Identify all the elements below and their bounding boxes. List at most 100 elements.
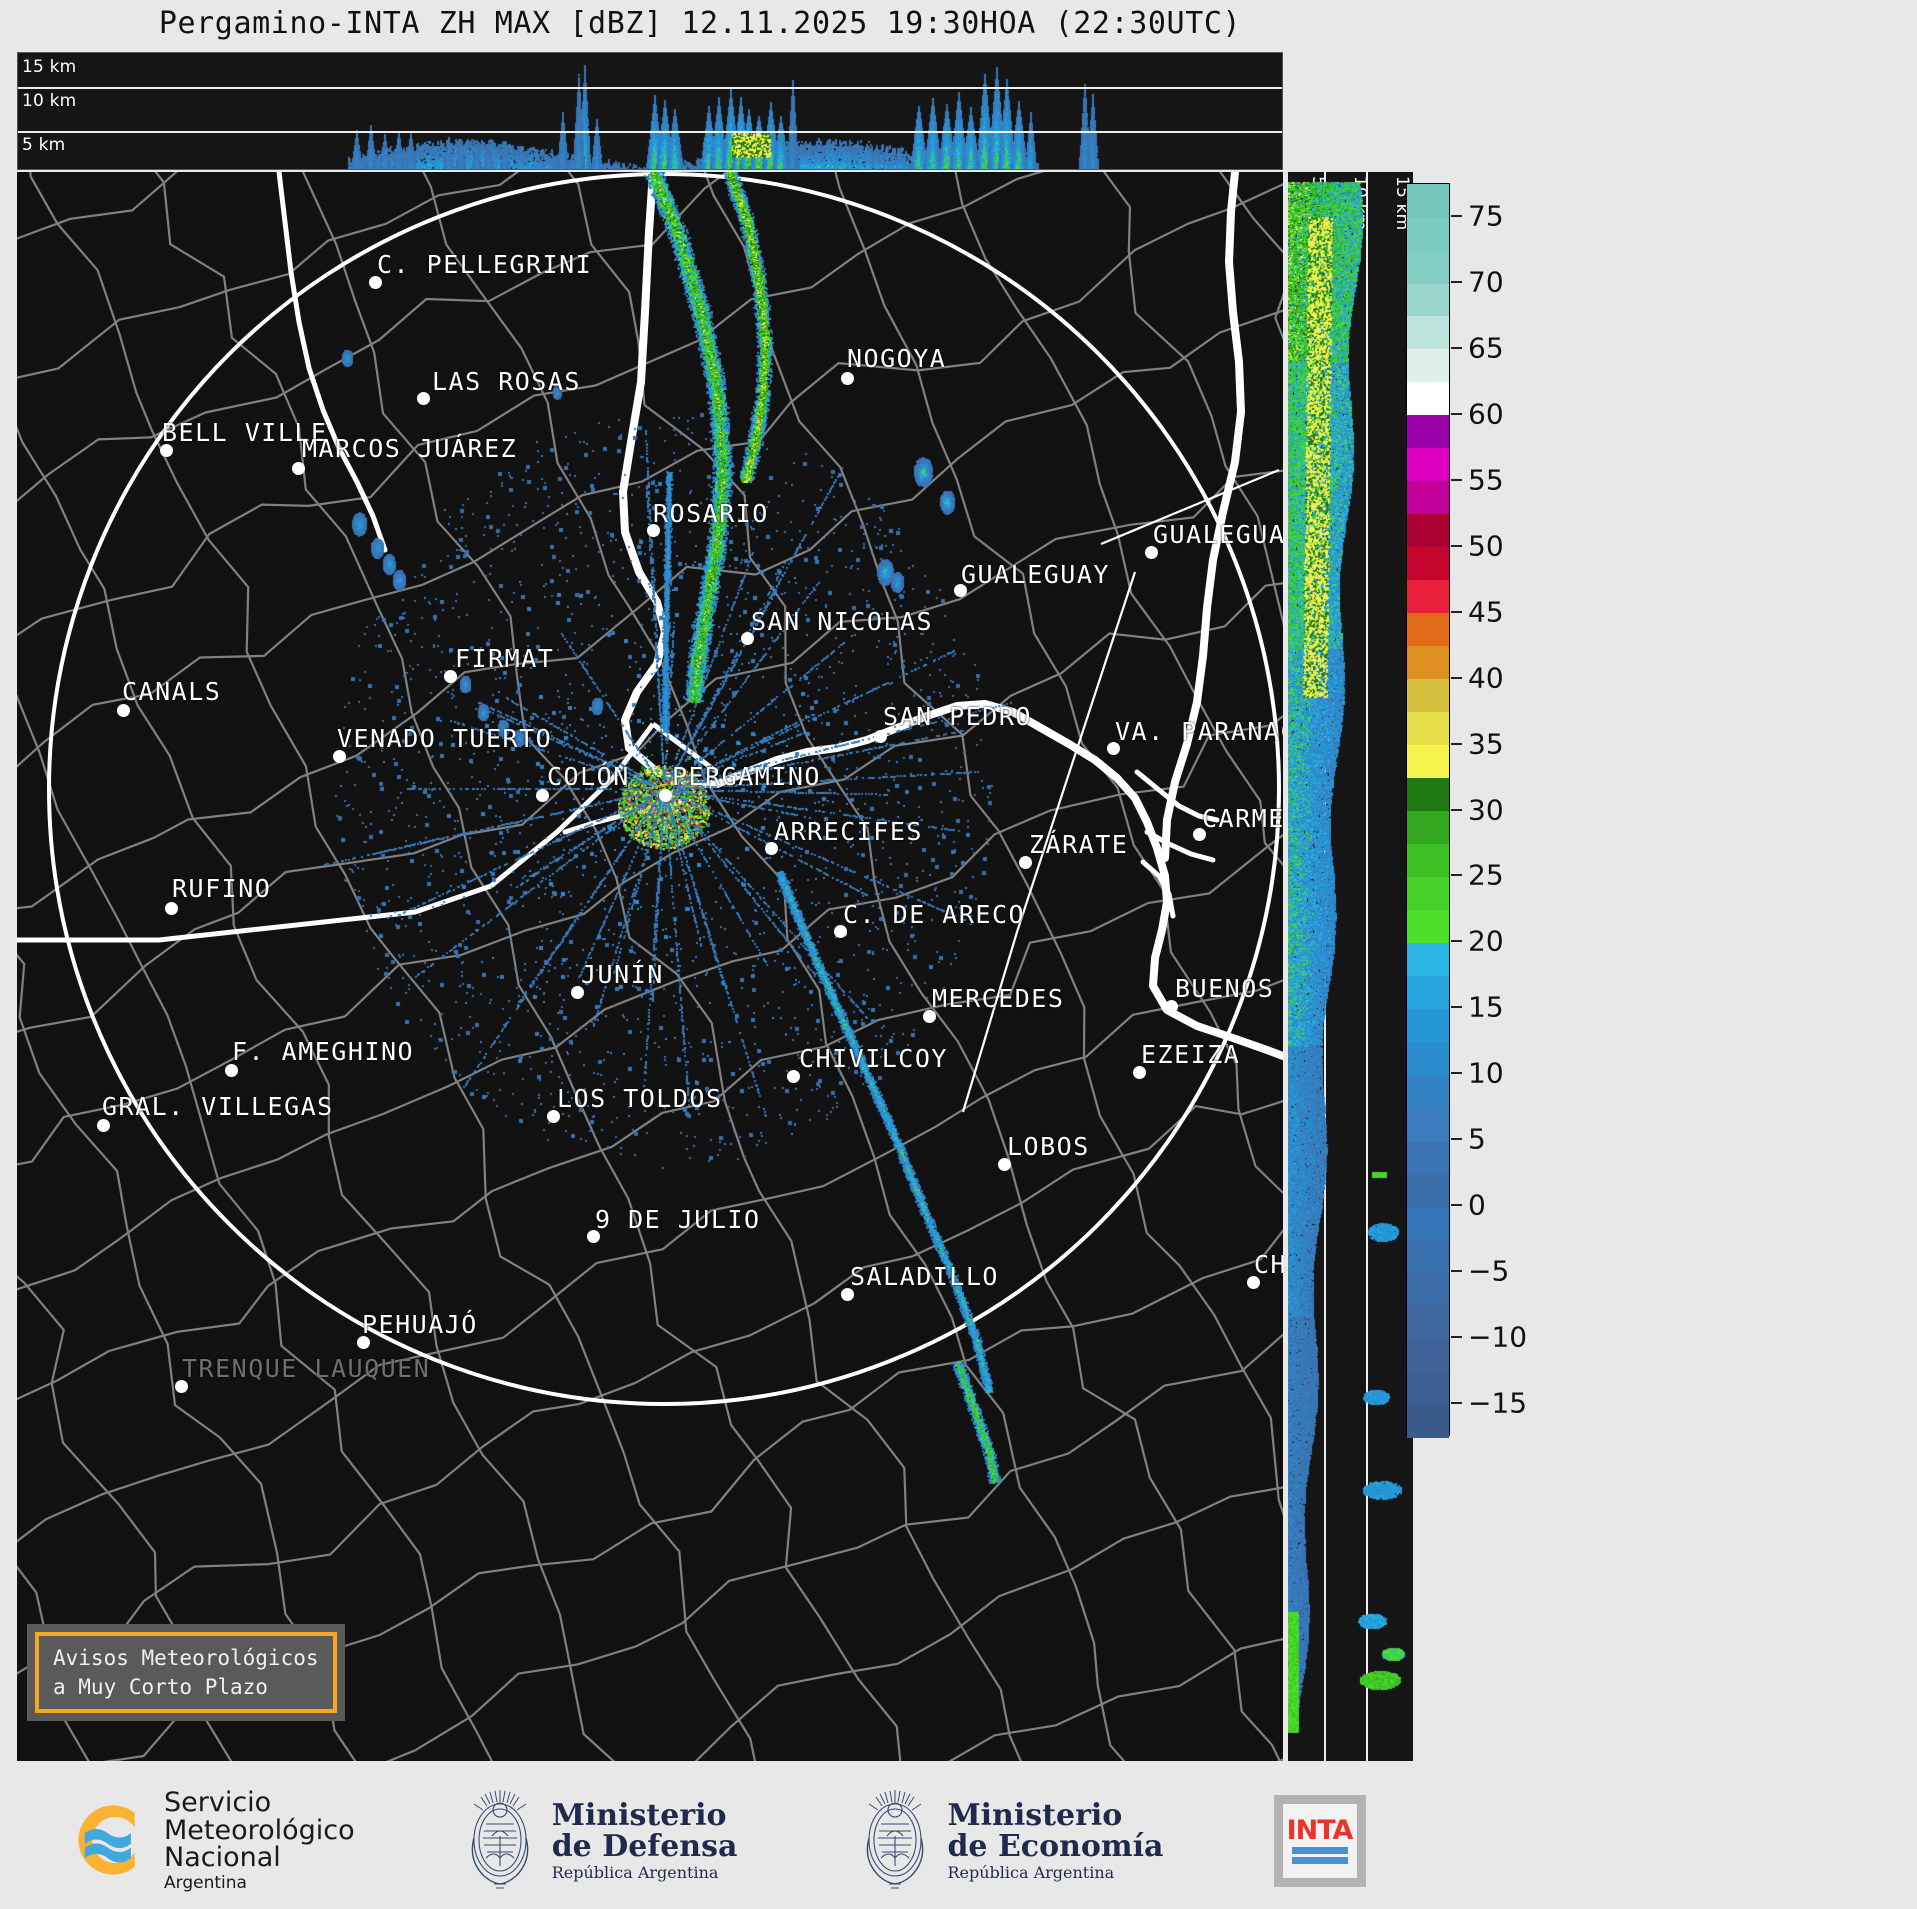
city-label: C. PELLEGRINI: [377, 250, 593, 279]
city-marker-dot: [1165, 1000, 1178, 1013]
smn-emblem-icon: [78, 1805, 135, 1876]
city-marker-dot: [587, 1230, 600, 1243]
colorbar-segment: [1407, 315, 1449, 350]
city-label: COLÓN: [547, 762, 630, 791]
colorbar-segment: [1407, 711, 1449, 746]
city-label: MARCOS JUÁREZ: [302, 434, 518, 463]
colorbar-label: −10: [1468, 1320, 1528, 1354]
city-label: BUENOS AIRES: [1175, 974, 1283, 1003]
colorbar-segment: [1407, 975, 1449, 1009]
city-label: GUALEGUAYCHÚ: [1153, 520, 1283, 549]
colorbar-segment: [1407, 1404, 1449, 1438]
city-marker-dot: [841, 372, 854, 385]
city-label: BELL VILLE: [162, 418, 328, 447]
colorbar-label: 65: [1468, 331, 1504, 365]
colorbar-segment: [1407, 612, 1449, 647]
colorbar-segment: [1407, 513, 1449, 548]
inta-box: INTA: [1273, 1794, 1366, 1887]
city-marker-dot: [765, 842, 778, 855]
radar-echo-layer: [17, 172, 1283, 1761]
height-label-5km: 5 km: [22, 135, 66, 155]
colorbar-segment: [1407, 1041, 1449, 1075]
city-marker-dot: [874, 730, 887, 743]
city-label: JUNÍN: [581, 960, 664, 989]
city-marker-dot: [97, 1119, 110, 1132]
city-label: VENADO TUERTO: [337, 724, 553, 753]
city-marker-dot: [292, 462, 305, 475]
radar-map-panel[interactable]: C. PELLEGRINI LAS ROSAS BELL VILLE MARCOS J…: [17, 172, 1283, 1761]
city-label: LOBOS: [1007, 1132, 1090, 1161]
economia-line-3: República Argentina: [947, 1862, 1115, 1882]
logo-ministerio-de-economia: Ministerio de Economía República Argenti…: [855, 1788, 1164, 1894]
colorbar-segment: [1407, 414, 1449, 449]
city-marker-dot: [417, 392, 430, 405]
colorbar-segment: [1407, 1107, 1449, 1141]
city-marker-dot: [923, 1010, 936, 1023]
city-label: GRAL. VILLEGAS: [102, 1092, 334, 1121]
colorbar-segment: [1407, 546, 1449, 581]
city-label: C. DE ARECO: [843, 900, 1026, 929]
city-label: LOS TOLDOS: [557, 1084, 723, 1113]
colorbar-label: 5: [1468, 1122, 1486, 1156]
city-label: CARMELO: [1202, 804, 1283, 833]
argentina-coat-of-arms-icon: [471, 1789, 529, 1889]
city-marker-dot: [1193, 828, 1206, 841]
colorbar-segment: [1407, 1338, 1449, 1372]
smn-line-3: Nacional: [164, 1842, 281, 1874]
colorbar-gradient: [1406, 183, 1450, 1438]
warning-line-2: a Muy Corto Plazo: [53, 1674, 268, 1699]
city-label: CHASCOMÚS: [1254, 1250, 1283, 1279]
warning-box-wrapper[interactable]: Avisos Meteorológicos a Muy Corto Plazo: [27, 1624, 345, 1721]
city-label: ROSARIO: [653, 499, 769, 528]
city-marker-dot: [536, 789, 549, 802]
colorbar-segment: [1407, 381, 1449, 416]
colorbar-label: 50: [1468, 529, 1504, 563]
colorbar-label: 25: [1468, 858, 1504, 892]
colorbar-segment: [1407, 909, 1449, 943]
city-label: F. AMEGHINO: [232, 1037, 415, 1066]
colorbar-label: 60: [1468, 397, 1504, 431]
warning-line-1: Avisos Meteorológicos: [53, 1646, 319, 1671]
city-label: SALADILLO: [850, 1262, 999, 1291]
colorbar-segment: [1407, 1371, 1449, 1405]
city-label: MERCEDES: [932, 984, 1065, 1013]
city-marker-dot: [647, 524, 660, 537]
colorbar-segment: [1407, 282, 1449, 317]
height-label-15km: 15 km: [22, 57, 77, 77]
city-label: FIRMAT: [455, 644, 555, 673]
colorbar-tick: [1451, 1138, 1462, 1141]
city-label: RUFINO: [172, 874, 272, 903]
colorbar-tick: [1451, 412, 1462, 415]
height-label-10km: 10 km: [22, 91, 77, 111]
logo-inta: INTA: [1273, 1794, 1366, 1887]
city-marker-dot: [571, 986, 584, 999]
colorbar-segment: [1407, 1140, 1449, 1174]
city-label: SAN PEDRO: [883, 702, 1032, 731]
city-marker-dot: [357, 1336, 370, 1349]
city-label: EZEIZA: [1141, 1040, 1241, 1069]
colorbar-tick: [1451, 874, 1462, 877]
colorbar-tick: [1451, 214, 1462, 217]
colorbar-segment: [1407, 1074, 1449, 1108]
colorbar-segment: [1407, 1239, 1449, 1273]
colorbar-segment: [1407, 876, 1449, 910]
city-label: PEHUAJÓ: [362, 1310, 478, 1339]
city-marker-dot: [225, 1064, 238, 1077]
colorbar-segment: [1407, 810, 1449, 845]
colorbar-label: 0: [1468, 1188, 1486, 1222]
colorbar-tick: [1451, 1072, 1462, 1075]
inta-wordmark: INTA: [1286, 1815, 1354, 1846]
city-label: TRENQUE LAUQUEN: [182, 1354, 431, 1383]
city-marker-dot: [1133, 1066, 1146, 1079]
city-label: 9 DE JULIO: [595, 1205, 761, 1234]
city-marker-dot: [998, 1158, 1011, 1171]
colorbar-tick: [1451, 1336, 1462, 1339]
colorbar-label: 40: [1468, 661, 1504, 695]
city-label: ARRECIFES: [774, 817, 923, 846]
economia-line-1: Ministerio: [947, 1797, 1123, 1833]
warning-box[interactable]: Avisos Meteorológicos a Muy Corto Plazo: [35, 1632, 337, 1713]
city-marker-dot: [547, 1110, 560, 1123]
city-marker-dot: [841, 1288, 854, 1301]
colorbar-tick: [1451, 1270, 1462, 1273]
smn-line-2: Meteorológico: [164, 1814, 355, 1846]
